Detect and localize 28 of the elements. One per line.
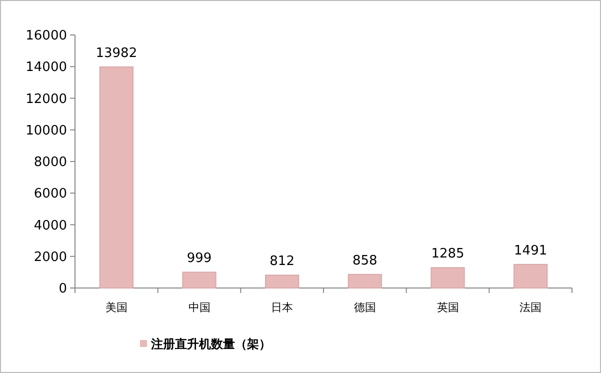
y-tick-label: 14000: [26, 60, 67, 76]
y-tick-label: 10000: [26, 123, 67, 138]
bar: [182, 272, 216, 288]
y-tick-label: 16000: [26, 28, 67, 44]
bar: [99, 66, 134, 288]
data-label: 812: [270, 254, 294, 270]
y-tick-label: 12000: [26, 92, 67, 107]
x-tick-label: 德国: [354, 301, 376, 314]
data-label: 858: [352, 253, 378, 268]
x-tick-label: 美国: [105, 301, 128, 314]
y-tick-label: 6000: [34, 186, 67, 202]
bar: [514, 264, 548, 288]
data-label: 999: [186, 251, 212, 266]
x-tick-label: 日本: [271, 301, 294, 314]
bar: [430, 267, 465, 288]
data-label: 1285: [431, 246, 464, 262]
y-tick-label: 8000: [34, 155, 67, 170]
bar: [348, 274, 382, 288]
y-tick-label: 2000: [34, 250, 67, 265]
y-tick-label: 0: [58, 282, 67, 296]
x-tick-label: 法国: [520, 301, 542, 314]
bar: [265, 274, 300, 288]
x-tick-label: 英国: [436, 301, 459, 314]
legend-label: 注册直升机数量（架）: [150, 337, 271, 351]
data-label: 13982: [96, 46, 138, 61]
y-tick-label: 4000: [34, 218, 67, 234]
x-tick-label: 中国: [188, 301, 210, 314]
data-label: 1491: [514, 243, 548, 258]
